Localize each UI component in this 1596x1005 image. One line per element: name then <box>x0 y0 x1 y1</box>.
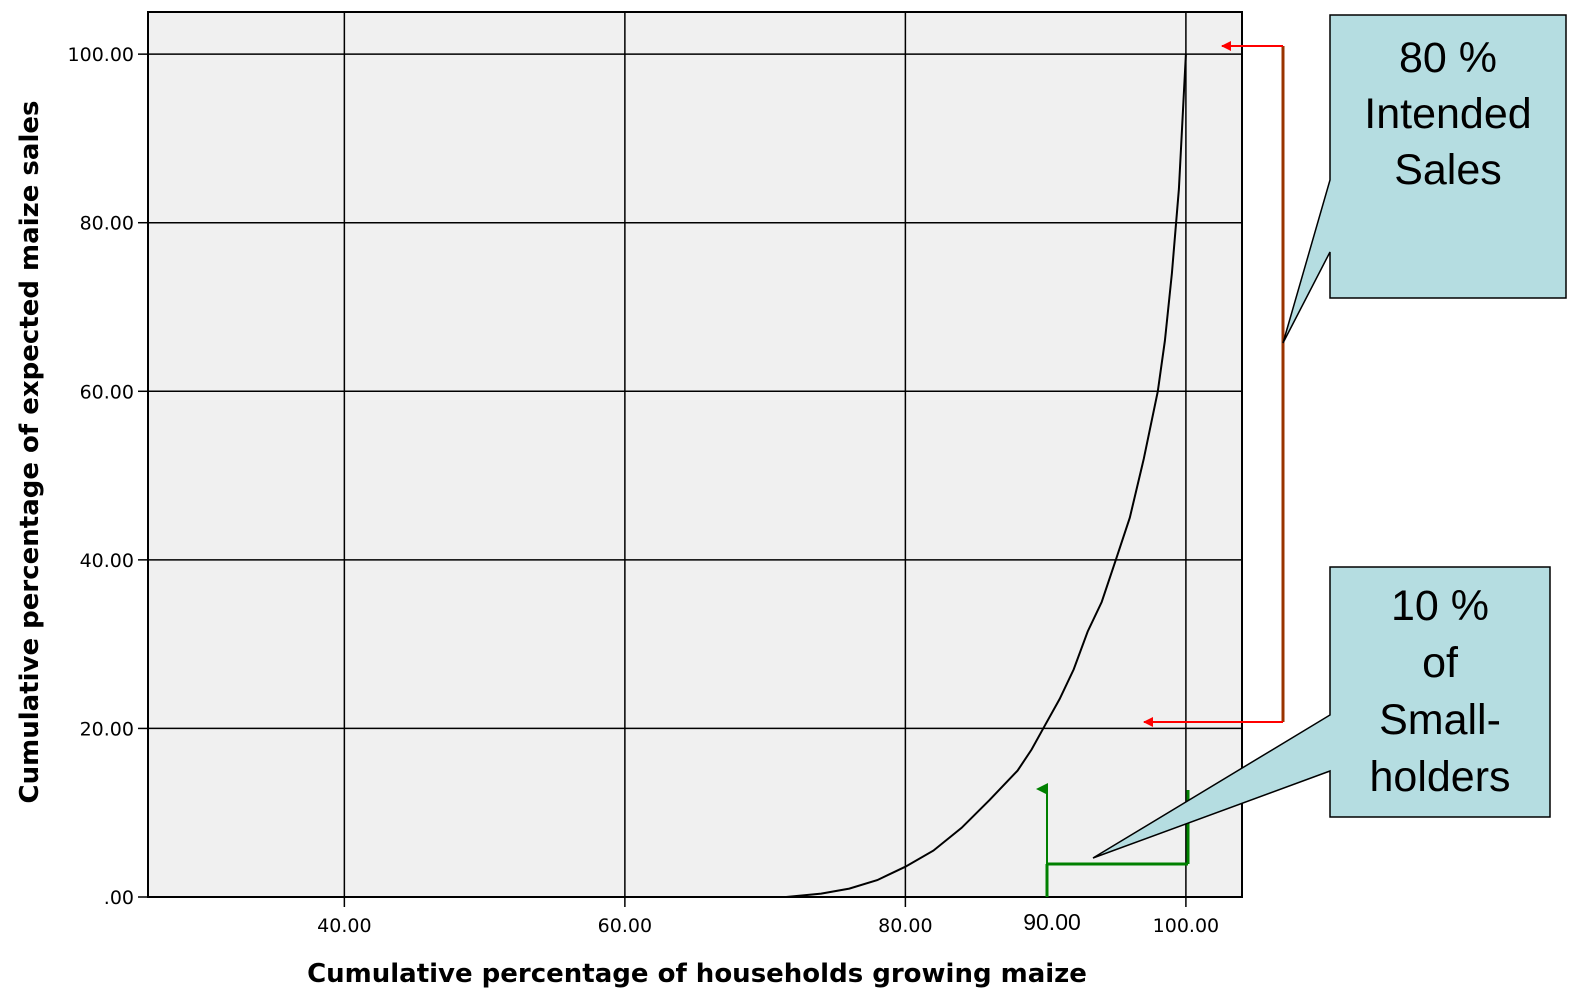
smallholders-bracket <box>1036 783 1190 897</box>
y-tick-label: 60.00 <box>80 381 134 403</box>
sales-callout-line-3: Sales <box>1394 146 1502 194</box>
smallholders-callout-shape <box>1092 566 1551 859</box>
y-tick-label: 80.00 <box>80 213 134 235</box>
plot-area <box>147 11 1243 898</box>
x-tick-label: 100.00 <box>1153 915 1219 937</box>
y-tick-label: 20.00 <box>80 718 134 740</box>
y-axis-title: Cumulative percentage of expected maize … <box>15 101 45 804</box>
smallholders-callout-line-2: of <box>1422 639 1459 687</box>
smallholders-callout-line-4: holders <box>1369 753 1510 801</box>
x-axis-ticks: 40.00 60.00 80.00 100.00 <box>317 897 1219 937</box>
cumulative-curve <box>148 54 1187 898</box>
sales-callout-line-1: 80 % <box>1399 34 1497 82</box>
x-tick-label: 40.00 <box>317 915 371 937</box>
x-tick-label-90: 90.00 <box>1023 909 1081 935</box>
y-tick-label: 40.00 <box>80 550 134 572</box>
sales-callout: 80 % Intended Sales <box>1282 14 1567 344</box>
grid-lines <box>148 12 1242 897</box>
smallholders-callout: 10 % of Small- holders <box>1092 566 1551 859</box>
smallholders-callout-line-1: 10 % <box>1391 582 1489 630</box>
x-tick-label: 60.00 <box>598 915 652 937</box>
sales-bracket <box>1143 41 1285 727</box>
x-tick-label: 80.00 <box>878 915 932 937</box>
x-axis-title: Cumulative percentage of households grow… <box>307 959 1087 989</box>
sales-callout-shape <box>1282 14 1567 344</box>
smallholders-callout-line-3: Small- <box>1379 696 1501 744</box>
y-tick-label: .00 <box>104 887 134 909</box>
y-axis-ticks: .00 20.00 40.00 60.00 80.00 100.00 <box>68 44 148 909</box>
y-tick-label: 100.00 <box>68 44 134 66</box>
sales-callout-line-2: Intended <box>1364 90 1531 138</box>
